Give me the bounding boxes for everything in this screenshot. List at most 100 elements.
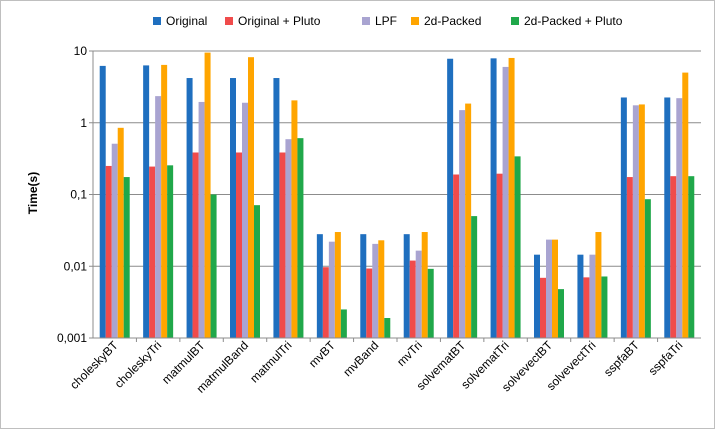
legend-swatch (511, 17, 519, 25)
bar (638, 104, 645, 338)
bar (242, 102, 248, 339)
bar (149, 166, 156, 338)
bar (204, 52, 211, 339)
bar (291, 100, 298, 339)
bar (427, 268, 434, 338)
bar (378, 240, 385, 338)
legend-swatch (362, 17, 370, 25)
x-tick-label: sspfaTri (646, 338, 686, 378)
bar (322, 267, 329, 338)
y-tick-label: 10 (74, 44, 88, 58)
bar (328, 241, 335, 338)
bar (161, 64, 168, 338)
bar (465, 103, 472, 338)
bar (409, 260, 416, 338)
bar (273, 78, 280, 338)
bar (372, 243, 379, 338)
bar (210, 194, 217, 338)
bar (334, 232, 341, 338)
bar (340, 309, 347, 338)
axes (89, 50, 701, 342)
bar (111, 143, 118, 338)
grid-lines (93, 50, 701, 339)
x-tick-label: choleskyBT (67, 338, 121, 392)
bar (421, 232, 428, 338)
bar (254, 205, 260, 338)
bar (366, 268, 373, 338)
bar (502, 66, 509, 338)
bar (186, 78, 193, 338)
bar (105, 165, 112, 338)
y-tick-label: 0,01 (64, 259, 88, 273)
legend-swatch (153, 17, 161, 25)
bar (688, 176, 695, 338)
bar (670, 176, 677, 338)
bar (198, 101, 205, 338)
bar (360, 234, 367, 338)
bar (447, 58, 454, 338)
bar (297, 138, 304, 338)
legend-label: Original (166, 14, 207, 28)
bar (632, 105, 639, 339)
bars (99, 52, 695, 339)
bar (167, 165, 174, 338)
legend-swatch (225, 17, 233, 25)
x-tick-label: mvTri (394, 338, 425, 369)
bar (601, 276, 608, 338)
x-tick-label: matmulTri (247, 338, 294, 385)
bar (316, 234, 323, 338)
legend-label: Original + Pluto (238, 14, 321, 28)
bar (230, 78, 236, 338)
bar (595, 232, 602, 338)
bar (496, 173, 503, 338)
legend-label: 2d-Packed (424, 14, 481, 28)
bar (546, 239, 552, 338)
bar (514, 156, 521, 338)
bar (285, 139, 292, 338)
x-tick-label: choleskyTri (112, 338, 164, 390)
x-tick-labels: choleskyBTcholeskyTrimatmulBTmatmulBandm… (67, 338, 685, 396)
bar (682, 72, 689, 338)
bar (626, 177, 633, 338)
bar (453, 174, 460, 338)
legend-label: 2d-Packed + Pluto (524, 14, 623, 28)
bar (644, 199, 651, 338)
bar (577, 254, 584, 338)
bar (589, 254, 596, 338)
legend-label: LPF (375, 14, 397, 28)
bar (583, 277, 590, 338)
bar (676, 98, 683, 338)
bar (236, 152, 242, 338)
bar (99, 65, 106, 338)
bar (279, 152, 286, 338)
bar (143, 65, 150, 339)
y-tick-label: 1 (80, 116, 87, 130)
legend: Original Original + Pluto LPF 2d-Packed 2d-P… (153, 14, 623, 28)
bar (534, 254, 540, 338)
bar (540, 277, 546, 338)
bar (248, 57, 254, 338)
y-tick-label: 0,1 (70, 188, 87, 202)
bar (192, 152, 199, 338)
y-tick-labels: 0,001 0,01 0,1 1 10 (57, 44, 87, 345)
y-tick-label: 0,001 (57, 331, 87, 345)
bar (490, 58, 497, 339)
bar (620, 97, 627, 339)
x-tick-label: mvBand (340, 338, 381, 379)
bar (415, 250, 422, 338)
bar (117, 127, 124, 338)
bar (384, 317, 391, 338)
bar (471, 216, 478, 338)
bar (155, 96, 162, 338)
bar (403, 234, 410, 338)
x-tick-label: mvBT (306, 338, 339, 371)
x-tick-label: sspfaBT (601, 338, 642, 379)
bar (508, 57, 515, 338)
bar (552, 239, 558, 338)
bar (459, 110, 466, 339)
legend-swatch (411, 17, 419, 25)
y-axis-label: Time(s) (26, 172, 40, 214)
bar (664, 97, 671, 339)
